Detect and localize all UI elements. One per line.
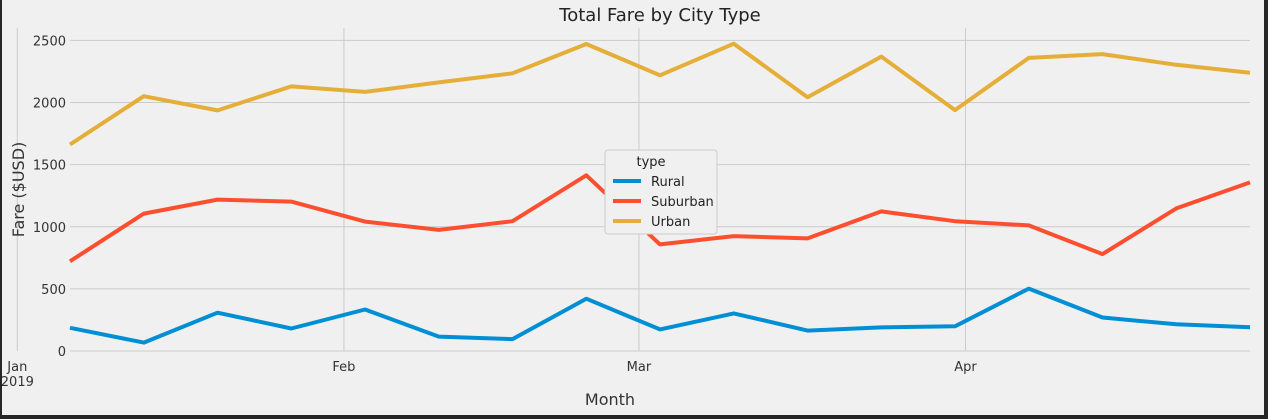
y-tick-label: 2000 xyxy=(33,97,66,112)
y-tick-label: 1000 xyxy=(33,221,66,236)
legend-items: Rural Suburban Urban xyxy=(613,175,714,230)
x-tick-label: Feb xyxy=(332,360,355,375)
x-axis-label: Month xyxy=(585,390,635,409)
y-tick-label: 0 xyxy=(58,345,66,360)
series-line-rural xyxy=(69,286,1251,345)
y-axis: 0 500 1000 1500 2000 2500 xyxy=(33,34,66,360)
legend-label-urban: Urban xyxy=(651,215,690,230)
chart-title: Total Fare by City Type xyxy=(558,5,760,26)
y-axis-label: Fare ($USD) xyxy=(9,142,28,238)
y-tick-label: 500 xyxy=(41,283,66,298)
legend: type Rural Suburban Urban xyxy=(604,149,718,235)
series-lines xyxy=(68,41,1251,345)
series-line-urban xyxy=(68,41,1251,147)
x-tick-sublabel: 2019 xyxy=(2,375,34,390)
x-tick-label: Mar xyxy=(627,360,652,375)
y-tick-label: 2500 xyxy=(33,34,66,49)
x-tick-label: Apr xyxy=(954,360,977,375)
y-tick-label: 1500 xyxy=(33,159,66,174)
legend-box xyxy=(604,149,718,235)
x-tick-label: Jan xyxy=(6,360,27,375)
legend-title: type xyxy=(636,155,665,170)
legend-label-rural: Rural xyxy=(651,175,685,190)
legend-label-suburban: Suburban xyxy=(651,195,714,210)
